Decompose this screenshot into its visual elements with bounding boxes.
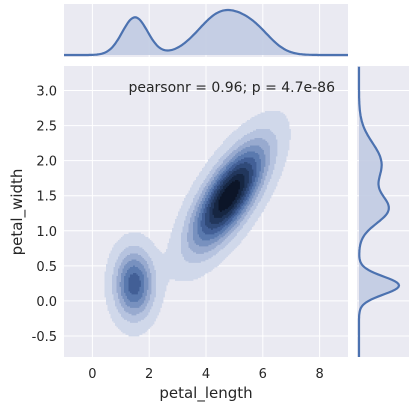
- y-tick-label: 0.5: [36, 260, 57, 275]
- y-tick-label: -0.5: [32, 330, 57, 345]
- top-marginal-kde: [64, 8, 348, 57]
- y-tick-label: 2.0: [36, 155, 57, 170]
- kde-level-8: [209, 168, 249, 224]
- y-tick-label: 1.5: [36, 190, 57, 205]
- x-axis-ticks: 0 2 4 6 8: [88, 367, 323, 382]
- x-axis-label: petal_length: [159, 384, 252, 403]
- kde-level-1: [104, 111, 291, 337]
- y-tick-label: 0.0: [36, 295, 57, 310]
- y-tick-label: 1.0: [36, 225, 57, 240]
- y-axis-label: petal_width: [8, 169, 27, 256]
- x-tick-label: 2: [145, 367, 153, 382]
- right-marginal-kde: [357, 66, 401, 357]
- top-marginal-line: [64, 8, 348, 57]
- y-axis-ticks: -0.5 0.0 0.5 1.0 1.5 2.0 2.5 3.0: [32, 85, 57, 345]
- top-marginal-fill: [64, 10, 348, 55]
- right-marginal-line: [357, 66, 401, 357]
- y-tick-label: 3.0: [36, 85, 57, 100]
- y-tick-label: 2.5: [36, 120, 57, 135]
- kde-level-10: [218, 180, 240, 212]
- x-tick-label: 6: [259, 367, 267, 382]
- x-tick-label: 0: [88, 367, 96, 382]
- x-tick-label: 8: [315, 367, 323, 382]
- kde-level-2: [112, 129, 278, 323]
- kde-level-9: [212, 174, 245, 218]
- pearson-annotation: pearsonr = 0.96; p = 4.7e-86: [128, 80, 335, 96]
- x-tick-label: 4: [202, 367, 210, 382]
- joint-kde-contours: [104, 111, 291, 337]
